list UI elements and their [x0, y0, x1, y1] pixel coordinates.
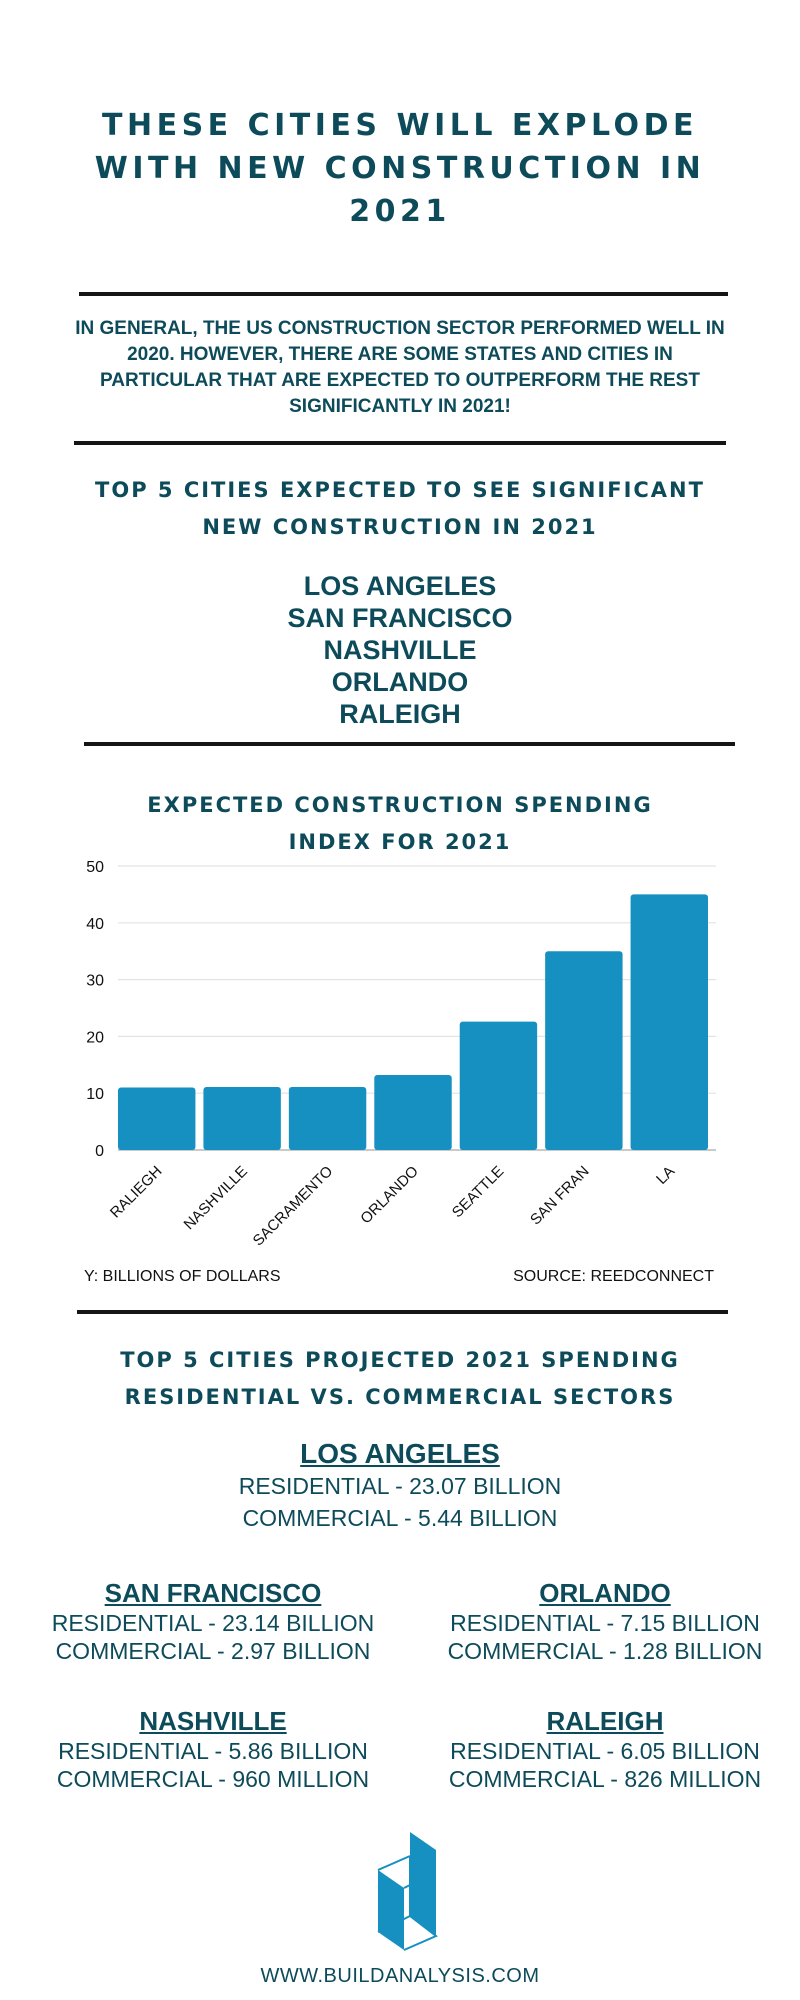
divider [74, 441, 726, 445]
x-tick-label: SAN FRAN [527, 1163, 593, 1229]
commercial-value: COMMERCIAL - 2.97 BILLION [55, 1638, 371, 1664]
spending-heading-line: residential vs. commercial sectors [124, 1385, 676, 1409]
x-tick-label: SACRAMENTO [250, 1163, 337, 1250]
bar [630, 894, 708, 1150]
y-tick-label: 20 [86, 1029, 104, 1046]
building-logo-icon [377, 1832, 438, 1951]
city-item: RALEIGH [339, 699, 461, 729]
residential-value: RESIDENTIAL - 23.14 BILLION [51, 1610, 375, 1636]
chart-title-line: Expected construction spending [147, 793, 653, 817]
top5-heading: Top 5 cities expected to see significant… [0, 472, 800, 546]
y-tick-label: 0 [95, 1143, 104, 1160]
bar [203, 1086, 281, 1150]
divider [77, 1310, 728, 1314]
spending-heading-line: Top 5 cities projected 2021 spending [120, 1348, 680, 1372]
divider [84, 742, 735, 746]
city-block-los-angeles: LOS ANGELES RESIDENTIAL - 23.07 BILLION … [0, 1438, 800, 1532]
city-block-san-francisco: SAN FRANCISCO RESIDENTIAL - 23.14 BILLIO… [23, 1578, 403, 1665]
city-name: SAN FRANCISCO [104, 1578, 322, 1608]
y-tick-label: 30 [86, 973, 104, 990]
bar [118, 1087, 196, 1150]
residential-value: RESIDENTIAL - 7.15 BILLION [450, 1610, 760, 1636]
intro-text: In general, the US construction sector p… [75, 318, 725, 417]
commercial-value: COMMERCIAL - 5.44 BILLION [242, 1505, 558, 1531]
residential-value: RESIDENTIAL - 5.86 BILLION [58, 1738, 368, 1764]
website-url[interactable]: WWW.BUILDANALYSIS.COM [260, 1965, 540, 1987]
y-tick-label: 10 [86, 1086, 104, 1103]
x-tick-label: NASHVILLE [181, 1163, 251, 1233]
bar [459, 1021, 538, 1150]
commercial-value: COMMERCIAL - 960 MILLION [56, 1766, 370, 1792]
y-axis-label: Y: BILLIONS OF DOLLARS [84, 1268, 281, 1285]
city-item: ORLANDO [331, 667, 469, 697]
chart-title-line: index for 2021 [288, 830, 512, 854]
divider [79, 292, 728, 296]
residential-value: RESIDENTIAL - 23.07 BILLION [238, 1473, 562, 1499]
city-block-nashville: NASHVILLE RESIDENTIAL - 5.86 BILLION COM… [23, 1706, 403, 1793]
commercial-value: COMMERCIAL - 826 MILLION [448, 1766, 762, 1792]
x-tick-label: SEATTLE [449, 1163, 507, 1221]
x-tick-label: ORLANDO [357, 1163, 421, 1227]
spending-heading: Top 5 cities projected 2021 spending res… [0, 1342, 800, 1416]
x-tick-label: LA [653, 1163, 678, 1188]
city-block-raleigh: RALEIGH RESIDENTIAL - 6.05 BILLION COMME… [415, 1706, 795, 1793]
bar [288, 1086, 367, 1150]
y-tick-label: 50 [86, 859, 104, 876]
city-block-orlando: ORLANDO RESIDENTIAL - 7.15 BILLION COMME… [415, 1578, 795, 1665]
bar [374, 1075, 452, 1150]
city-item: LOS ANGELES [303, 571, 497, 601]
top5-heading-line: Top 5 cities expected to see significant [95, 478, 705, 502]
residential-value: RESIDENTIAL - 6.05 BILLION [450, 1738, 760, 1764]
page-title: These cities will explode with new const… [94, 108, 706, 229]
top5-heading-line: new construction in 2021 [202, 515, 598, 539]
x-tick-label: RALIEGH [107, 1163, 166, 1222]
bar [545, 951, 623, 1150]
city-item: NASHVILLE [323, 635, 477, 665]
city-name: NASHVILLE [139, 1706, 287, 1736]
y-tick-label: 40 [86, 916, 104, 933]
city-name: LOS ANGELES [300, 1438, 500, 1469]
city-name: RALEIGH [546, 1706, 664, 1736]
city-item: SAN FRANCISCO [287, 603, 513, 633]
city-name: ORLANDO [539, 1578, 671, 1608]
commercial-value: COMMERCIAL - 1.28 BILLION [447, 1638, 763, 1664]
top5-city-list: LOS ANGELES SAN FRANCISCO NASHVILLE ORLA… [0, 570, 800, 730]
chart-title: Expected construction spending index for… [0, 787, 800, 861]
chart-source: SOURCE: REEDCONNECT [513, 1268, 714, 1285]
